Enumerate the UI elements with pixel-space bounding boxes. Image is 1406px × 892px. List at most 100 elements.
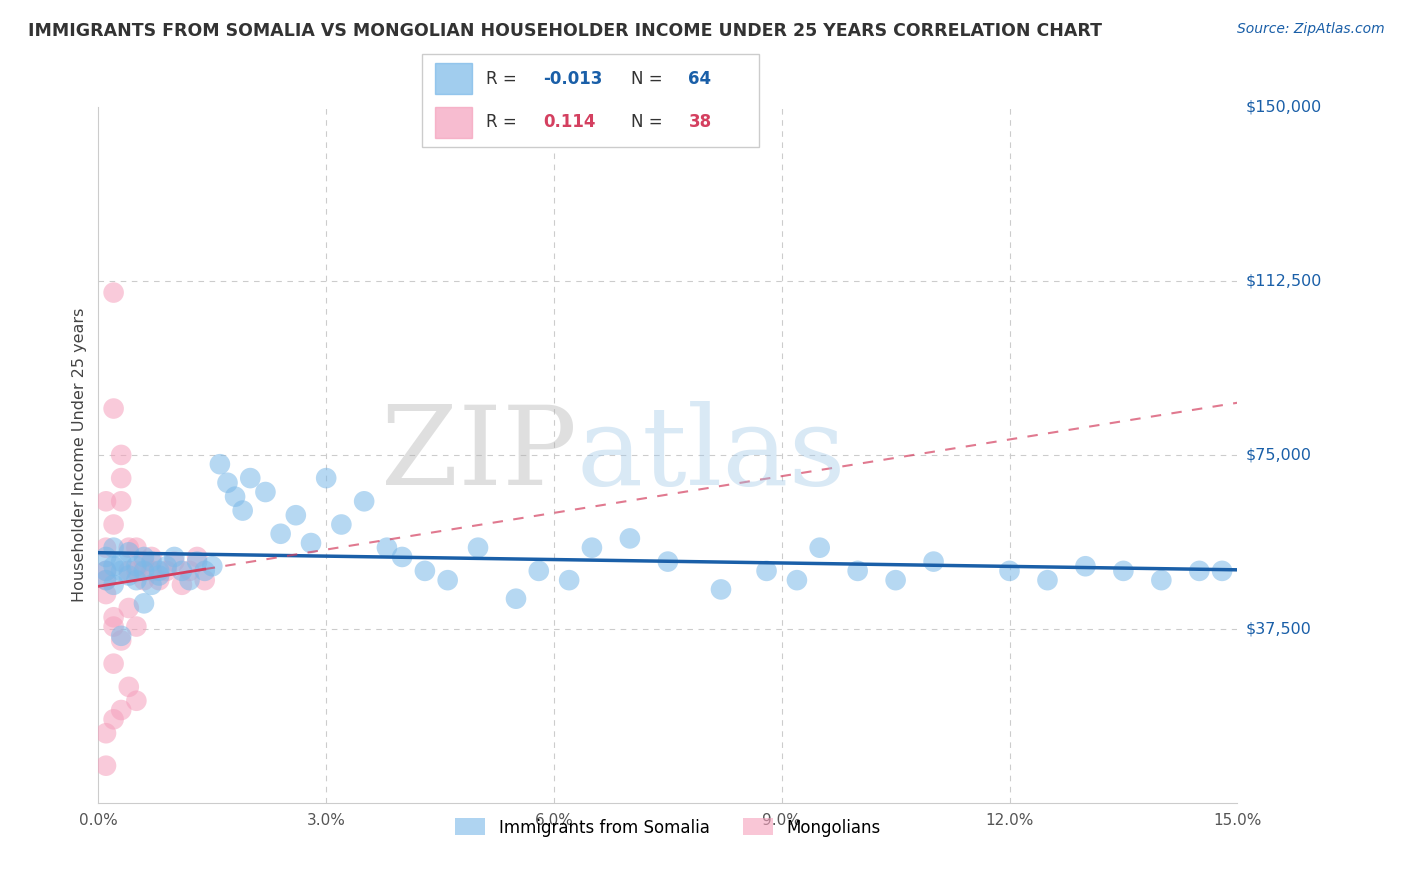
Point [1188, 564, 1211, 578]
Point [201, 559, 224, 574]
Point [132, 573, 155, 587]
Text: 38: 38 [689, 113, 711, 131]
Text: R =: R = [486, 113, 527, 131]
Point [786, 573, 808, 587]
Point [141, 549, 163, 564]
Point [103, 401, 125, 416]
Point [110, 555, 132, 569]
Point [148, 568, 170, 582]
Point [179, 564, 201, 578]
Point [103, 657, 125, 671]
Text: R =: R = [486, 70, 522, 87]
Point [103, 610, 125, 624]
Point [94, 587, 117, 601]
Point [141, 578, 163, 592]
Point [581, 541, 603, 555]
Point [1074, 559, 1097, 574]
Point [148, 564, 170, 578]
Point [103, 578, 125, 592]
Text: IMMIGRANTS FROM SOMALIA VS MONGOLIAN HOUSEHOLDER INCOME UNDER 25 YEARS CORRELATI: IMMIGRANTS FROM SOMALIA VS MONGOLIAN HOU… [28, 22, 1102, 40]
Point [232, 503, 254, 517]
Point [110, 564, 132, 578]
Point [103, 559, 125, 574]
Point [110, 494, 132, 508]
Point [148, 573, 170, 587]
Text: $112,500: $112,500 [1246, 274, 1322, 288]
Point [330, 517, 353, 532]
Point [1036, 573, 1059, 587]
Point [1150, 573, 1173, 587]
Point [558, 573, 581, 587]
Point [118, 541, 141, 555]
Point [125, 541, 148, 555]
Text: 0.114: 0.114 [543, 113, 596, 131]
Text: $75,000: $75,000 [1246, 448, 1312, 462]
Point [103, 619, 125, 633]
Point [1112, 564, 1135, 578]
Point [94, 726, 117, 740]
Point [170, 578, 193, 592]
Point [132, 596, 155, 610]
Point [284, 508, 307, 523]
Text: N =: N = [631, 70, 668, 87]
Point [254, 485, 277, 500]
Point [224, 490, 246, 504]
Point [110, 703, 132, 717]
Point [217, 475, 239, 490]
Point [118, 601, 141, 615]
Point [505, 591, 527, 606]
Point [353, 494, 375, 508]
Point [118, 568, 141, 582]
Text: ZIP: ZIP [381, 401, 576, 508]
Point [94, 758, 117, 772]
Point [125, 559, 148, 574]
Point [239, 471, 262, 485]
Point [132, 555, 155, 569]
FancyBboxPatch shape [422, 54, 759, 147]
Point [270, 526, 292, 541]
Point [208, 457, 231, 471]
Point [132, 564, 155, 578]
Point [94, 564, 117, 578]
Point [94, 573, 117, 587]
Point [375, 541, 398, 555]
Point [103, 541, 125, 555]
Point [118, 564, 141, 578]
Point [922, 555, 945, 569]
Point [94, 573, 117, 587]
Legend: Immigrants from Somalia, Mongolians: Immigrants from Somalia, Mongolians [449, 812, 887, 843]
Point [619, 532, 641, 546]
Point [170, 564, 193, 578]
Point [436, 573, 458, 587]
Text: $37,500: $37,500 [1246, 622, 1312, 636]
Point [141, 555, 163, 569]
Point [103, 517, 125, 532]
Point [657, 555, 679, 569]
Point [110, 633, 132, 648]
Point [163, 549, 186, 564]
Point [125, 694, 148, 708]
Point [710, 582, 733, 597]
Point [299, 536, 322, 550]
Point [94, 564, 117, 578]
Point [467, 541, 489, 555]
Text: 64: 64 [689, 70, 711, 87]
Point [186, 555, 208, 569]
Bar [436, 63, 472, 94]
Point [156, 559, 179, 574]
Point [103, 712, 125, 726]
Text: $150,000: $150,000 [1246, 100, 1322, 114]
Point [527, 564, 550, 578]
Point [163, 555, 186, 569]
Point [94, 541, 117, 555]
Point [755, 564, 778, 578]
Text: N =: N = [631, 113, 668, 131]
Point [1211, 564, 1233, 578]
Point [884, 573, 907, 587]
Point [315, 471, 337, 485]
Point [156, 564, 179, 578]
Point [125, 619, 148, 633]
Point [125, 573, 148, 587]
Point [110, 448, 132, 462]
Y-axis label: Householder Income Under 25 years: Householder Income Under 25 years [72, 308, 87, 602]
